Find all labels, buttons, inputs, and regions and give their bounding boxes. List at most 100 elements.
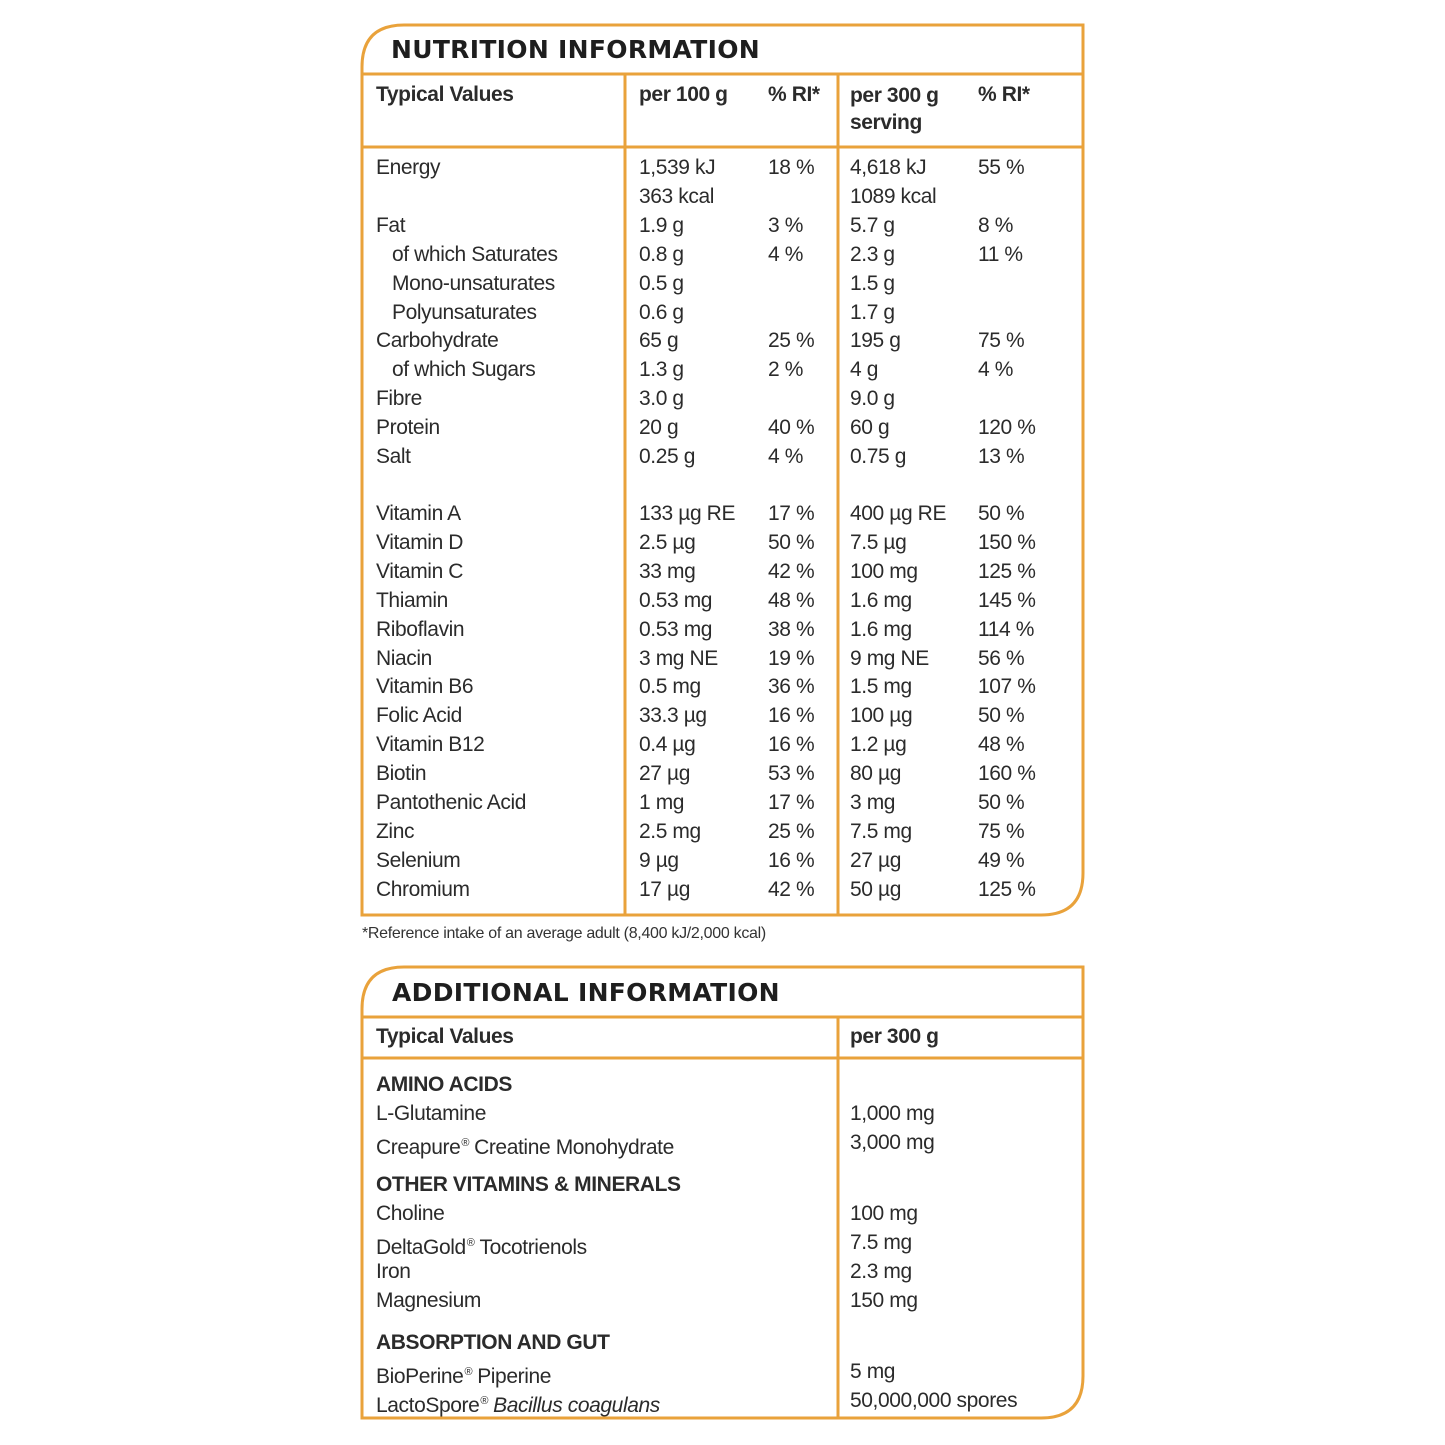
section-heading: OTHER VITAMINS & MINERALS bbox=[376, 1173, 681, 1196]
nutrient-value: 195 g bbox=[850, 329, 901, 353]
nutrient-value: 4,618 kJ bbox=[850, 156, 927, 179]
nutrient-value: 3 % bbox=[768, 213, 803, 237]
nutrient-value: 42 % bbox=[768, 877, 815, 901]
section-heading: ABSORPTION AND GUT bbox=[376, 1331, 610, 1354]
nutrient-value: 1.2 µg bbox=[850, 733, 907, 757]
nutrient-value: 5.7 g bbox=[850, 213, 895, 237]
nutrient-value: 60 g bbox=[850, 416, 890, 440]
nutrient-value: 16 % bbox=[768, 704, 815, 728]
footnote: *Reference intake of an average adult (8… bbox=[362, 925, 766, 942]
nutrient-name: Salt bbox=[376, 445, 411, 468]
nutrient-value: 150 % bbox=[978, 530, 1036, 554]
ingredient-name: LactoSpore® Bacillus coagulans bbox=[376, 1388, 660, 1419]
ingredient-name: Iron bbox=[376, 1259, 411, 1285]
label-part: Piperine bbox=[477, 1365, 552, 1388]
nutrient-value: 1.7 g bbox=[850, 300, 895, 324]
nutrient-value: 363 kcal bbox=[639, 184, 715, 208]
nutrient-value: 2.5 µg bbox=[639, 530, 696, 554]
nutrient-value: 125 % bbox=[978, 559, 1036, 583]
ingredient-amount: 2.3 mg bbox=[850, 1260, 912, 1283]
nutrient-name: Vitamin C bbox=[376, 559, 464, 583]
nutrient-name: Biotin bbox=[376, 762, 427, 786]
nutrient-value: 4 % bbox=[768, 242, 803, 266]
nutrient-value: 2.5 mg bbox=[639, 819, 701, 843]
column-header: Typical Values bbox=[376, 1025, 514, 1048]
label-part: Choline bbox=[376, 1202, 445, 1225]
nutrient-name: Carbohydrate bbox=[376, 329, 499, 353]
ingredient-amount: 100 mg bbox=[850, 1202, 918, 1225]
nutrient-value: 16 % bbox=[768, 733, 815, 757]
nutrient-value: 0.53 mg bbox=[639, 588, 713, 612]
ingredient-name: BioPerine® Piperine bbox=[376, 1359, 551, 1390]
nutrient-value: 50 % bbox=[978, 502, 1025, 525]
nutrient-value: 75 % bbox=[978, 819, 1025, 843]
nutrient-name: of which Saturates bbox=[392, 242, 558, 266]
ingredient-name: Choline bbox=[376, 1201, 445, 1227]
nutrient-value: 80 µg bbox=[850, 762, 901, 786]
nutrient-value: 9 µg bbox=[639, 848, 679, 872]
nutrient-value: 49 % bbox=[978, 848, 1025, 872]
nutrient-value: 0.6 g bbox=[639, 300, 684, 324]
label-part: Creatine Monohydrate bbox=[474, 1136, 674, 1159]
nutrient-value: 9.0 g bbox=[850, 387, 895, 411]
nutrient-name: Folic Acid bbox=[376, 704, 462, 728]
nutrient-value: 25 % bbox=[768, 819, 815, 843]
nutrient-name: Vitamin B6 bbox=[376, 675, 474, 699]
nutrient-value: 9 mg NE bbox=[850, 646, 929, 670]
nutrient-value: 17 % bbox=[768, 502, 815, 525]
nutrient-value: 1.6 mg bbox=[850, 617, 912, 641]
ingredient-name: DeltaGold® Tocotrienols bbox=[376, 1230, 587, 1261]
nutrient-value: 100 mg bbox=[850, 559, 918, 583]
nutrient-value: 100 µg bbox=[850, 704, 913, 728]
ingredient-amount: 1,000 mg bbox=[850, 1102, 935, 1125]
nutrient-value: 0.5 mg bbox=[639, 675, 701, 699]
nutrient-value: 8 % bbox=[978, 213, 1013, 237]
column-header: per 300 g serving bbox=[850, 84, 939, 134]
nutrient-value: 0.75 g bbox=[850, 445, 906, 468]
nutrient-value: 53 % bbox=[768, 762, 815, 786]
nutrient-value: 40 % bbox=[768, 416, 815, 440]
label-part: Magnesium bbox=[376, 1289, 481, 1312]
nutrient-value: 16 % bbox=[768, 848, 815, 872]
label-part: Creapure bbox=[376, 1136, 461, 1159]
label-part: Bacillus coagulans bbox=[493, 1394, 660, 1417]
nutrient-value: 33 mg bbox=[639, 559, 696, 583]
nutrient-name: Niacin bbox=[376, 646, 432, 670]
nutrient-value: 1 mg bbox=[639, 791, 685, 814]
nutrient-value: 114 % bbox=[978, 617, 1034, 641]
nutrient-value: 400 µg RE bbox=[850, 502, 947, 525]
nutrition-box bbox=[360, 23, 1085, 917]
nutrient-value: 145 % bbox=[978, 588, 1036, 612]
nutrient-value: 17 µg bbox=[639, 877, 690, 901]
nutrient-name: Zinc bbox=[376, 819, 415, 843]
nutrient-name: Energy bbox=[376, 156, 441, 179]
nutrient-value: 56 % bbox=[978, 646, 1025, 670]
nutrient-value: 48 % bbox=[768, 588, 815, 612]
additional-title: ADDITIONAL INFORMATION bbox=[392, 978, 780, 1007]
nutrient-name: Polyunsaturates bbox=[392, 300, 537, 324]
nutrient-value: 1.5 mg bbox=[850, 675, 912, 699]
nutrient-name: Fibre bbox=[376, 387, 422, 411]
nutrient-value: 17 % bbox=[768, 791, 815, 814]
nutrient-value: 2 % bbox=[768, 358, 803, 382]
nutrient-value: 19 % bbox=[768, 646, 815, 670]
nutrient-value: 0.8 g bbox=[639, 242, 684, 266]
ingredient-name: Creapure® Creatine Monohydrate bbox=[376, 1130, 674, 1161]
nutrient-value: 7.5 mg bbox=[850, 819, 912, 843]
column-header: % RI* bbox=[978, 83, 1030, 106]
nutrient-value: 1.3 g bbox=[639, 358, 684, 382]
nutrient-value: 55 % bbox=[978, 156, 1025, 179]
nutrient-name: Pantothenic Acid bbox=[376, 791, 527, 814]
ingredient-amount: 7.5 mg bbox=[850, 1231, 912, 1254]
nutrient-value: 120 % bbox=[978, 416, 1036, 440]
column-header: Typical Values bbox=[376, 83, 514, 106]
nutrient-name: Selenium bbox=[376, 848, 461, 872]
ingredient-amount: 3,000 mg bbox=[850, 1131, 935, 1154]
nutrient-value: 125 % bbox=[978, 877, 1036, 901]
ingredient-amount: 5 mg bbox=[850, 1360, 896, 1383]
nutrient-value: 50 % bbox=[768, 530, 815, 554]
nutrient-value: 18 % bbox=[768, 156, 815, 179]
nutrient-name: Fat bbox=[376, 213, 406, 237]
nutrient-value: 1.9 g bbox=[639, 213, 684, 237]
